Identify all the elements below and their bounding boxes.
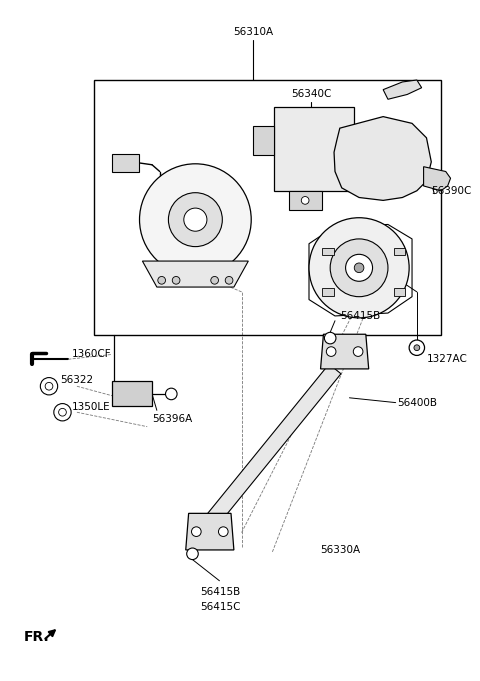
Polygon shape <box>383 80 421 99</box>
Text: 1360CF: 1360CF <box>72 349 112 360</box>
Circle shape <box>54 404 71 421</box>
Circle shape <box>326 347 336 356</box>
Circle shape <box>168 193 222 247</box>
Text: 1327AC: 1327AC <box>426 354 468 364</box>
Polygon shape <box>204 364 341 528</box>
Bar <box>289 191 323 210</box>
Bar <box>323 248 334 255</box>
Circle shape <box>40 377 58 395</box>
Circle shape <box>218 527 228 537</box>
Circle shape <box>309 218 409 318</box>
Bar <box>394 248 405 255</box>
Text: 56390C: 56390C <box>432 186 472 195</box>
Circle shape <box>225 276 233 284</box>
Circle shape <box>140 164 251 276</box>
Circle shape <box>59 409 66 416</box>
Text: 56415B: 56415B <box>200 588 240 597</box>
Text: 56340C: 56340C <box>291 89 331 99</box>
Circle shape <box>184 208 207 232</box>
Text: 1350LE: 1350LE <box>72 402 111 413</box>
Bar <box>253 126 275 155</box>
Circle shape <box>414 345 420 351</box>
Text: 56310A: 56310A <box>233 27 273 37</box>
Text: FR.: FR. <box>24 630 50 644</box>
Circle shape <box>324 332 336 344</box>
Circle shape <box>45 383 53 390</box>
Circle shape <box>158 276 166 284</box>
Circle shape <box>409 340 424 355</box>
Circle shape <box>301 197 309 204</box>
Text: 56415B: 56415B <box>340 311 380 321</box>
Polygon shape <box>334 116 432 200</box>
Circle shape <box>211 276 218 284</box>
Bar <box>111 154 139 172</box>
Text: 56330A: 56330A <box>321 545 360 555</box>
Text: 56415C: 56415C <box>200 602 240 612</box>
Bar <box>323 288 334 296</box>
Circle shape <box>166 388 177 400</box>
Polygon shape <box>143 261 248 287</box>
Bar <box>275 107 354 191</box>
Bar <box>111 381 152 407</box>
Circle shape <box>330 239 388 297</box>
Circle shape <box>187 548 198 560</box>
Text: 56400B: 56400B <box>397 398 438 408</box>
Polygon shape <box>186 513 234 550</box>
Circle shape <box>354 263 364 272</box>
Circle shape <box>346 254 372 281</box>
Circle shape <box>353 347 363 356</box>
Bar <box>94 80 441 335</box>
Text: 56396A: 56396A <box>152 414 192 424</box>
Bar <box>394 288 405 296</box>
Text: 56322: 56322 <box>60 375 94 385</box>
Polygon shape <box>321 334 369 369</box>
Polygon shape <box>423 167 451 191</box>
Circle shape <box>172 276 180 284</box>
Circle shape <box>192 527 201 537</box>
